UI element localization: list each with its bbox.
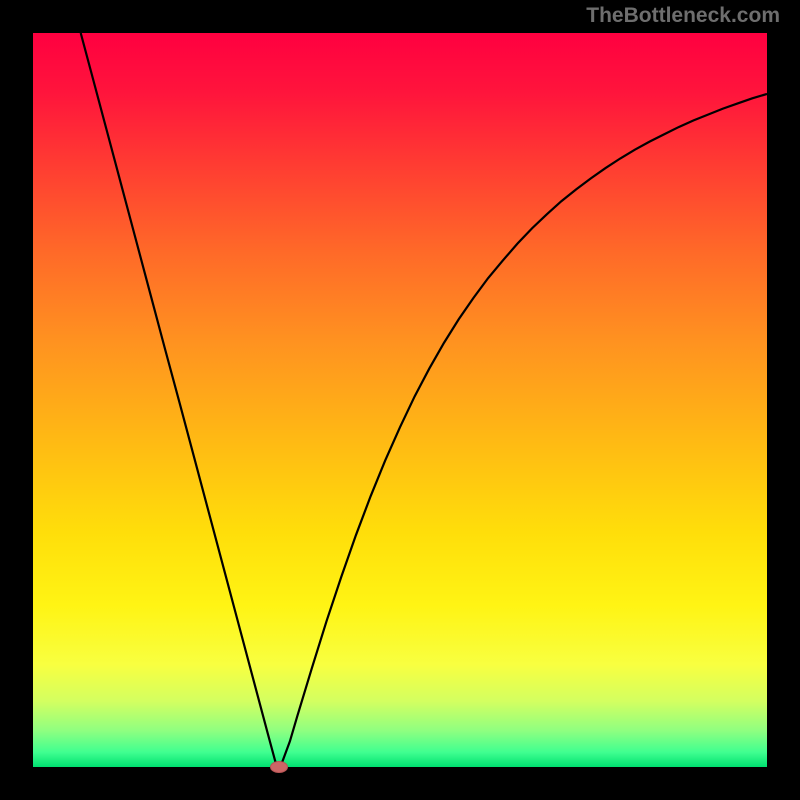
curve-layer <box>33 33 767 767</box>
watermark-text: TheBottleneck.com <box>586 4 780 28</box>
bottleneck-curve <box>81 33 767 767</box>
plot-area <box>33 33 767 767</box>
minimum-marker <box>270 761 288 773</box>
